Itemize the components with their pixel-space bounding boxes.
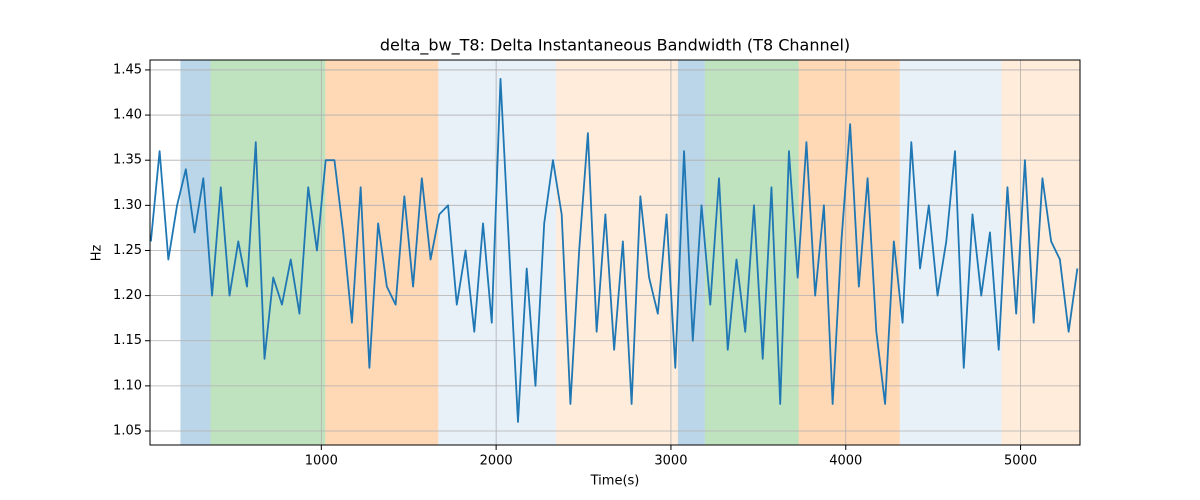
shaded-region	[798, 60, 900, 445]
shaded-region	[210, 60, 326, 445]
data-line	[150, 78, 1079, 423]
shaded-region	[1001, 60, 1080, 445]
y-tick-label: 1.15	[113, 333, 142, 348]
y-tick-label: 1.40	[113, 108, 142, 123]
shaded-region	[704, 60, 799, 445]
y-tick-label: 1.45	[113, 62, 142, 77]
y-tick-label: 1.35	[113, 153, 142, 168]
shaded-region	[899, 60, 1002, 445]
plot-frame	[149, 59, 1081, 446]
x-axis-label: Time(s)	[590, 474, 640, 489]
x-tick-label: 1000	[305, 454, 338, 469]
shaded-region	[438, 60, 557, 445]
chart-title: delta_bw_T8: Delta Instantaneous Bandwid…	[380, 36, 850, 56]
shaded-region	[677, 60, 705, 445]
y-axis-label: Hz	[90, 245, 105, 262]
x-tick-label: 3000	[654, 454, 687, 469]
y-tick-label: 1.30	[113, 198, 142, 213]
shaded-region	[180, 60, 211, 445]
x-tick-label: 4000	[829, 454, 862, 469]
y-tick-label: 1.05	[113, 424, 142, 439]
x-tick-label: 2000	[480, 454, 513, 469]
y-tick-label: 1.25	[113, 243, 142, 258]
y-tick-label: 1.10	[113, 378, 142, 393]
x-tick-label: 5000	[1004, 454, 1037, 469]
y-tick-label: 1.20	[113, 288, 142, 303]
shaded-region	[556, 60, 678, 445]
